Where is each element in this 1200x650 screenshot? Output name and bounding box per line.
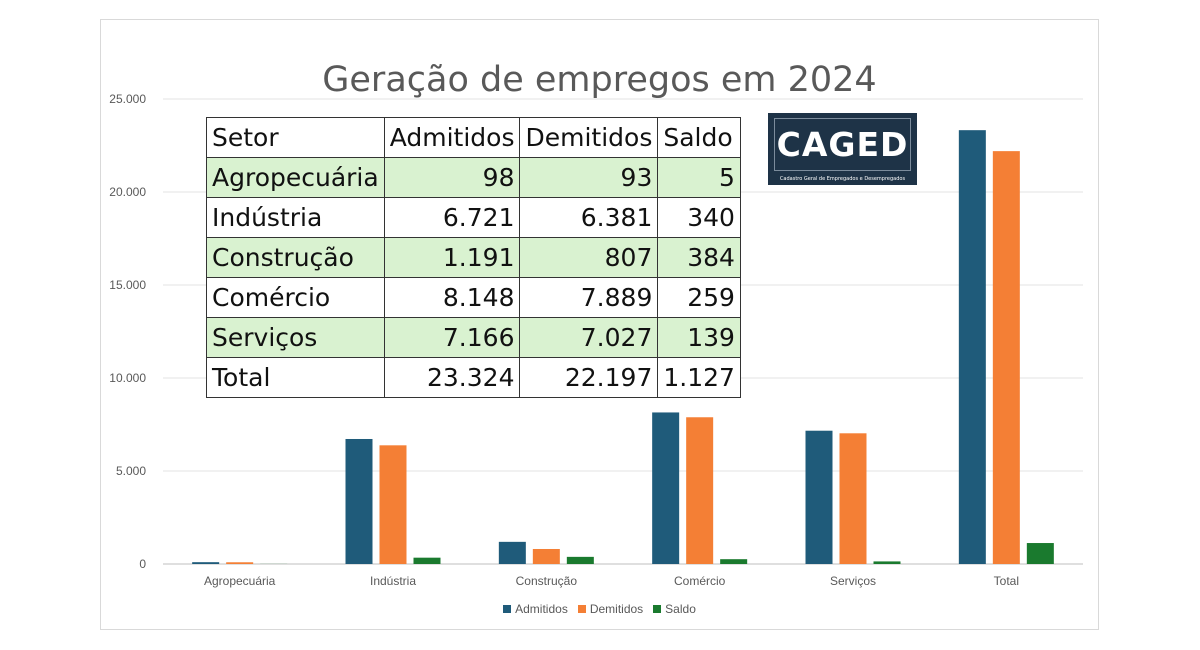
bar-saldo bbox=[566, 556, 594, 564]
bar-saldo bbox=[413, 557, 441, 564]
table-cell-setor: Total bbox=[206, 357, 385, 398]
legend-item: Saldo bbox=[653, 602, 696, 616]
table-cell-value: 5 bbox=[657, 157, 741, 198]
table-cell-setor: Construção bbox=[206, 237, 385, 278]
caged-logo-border bbox=[774, 118, 911, 171]
bar-demitidos bbox=[992, 151, 1020, 564]
bar-admitidos bbox=[498, 541, 526, 564]
legend-item: Demitidos bbox=[577, 602, 644, 616]
table-cell-value: 23.324 bbox=[383, 357, 521, 398]
table-cell-value: 807 bbox=[519, 237, 659, 278]
table-header-row: Setor Admitidos Demitidos Saldo bbox=[206, 117, 741, 158]
table-cell-value: 22.197 bbox=[519, 357, 659, 398]
table-cell-value: 340 bbox=[657, 197, 741, 238]
bar-admitidos bbox=[345, 438, 373, 564]
x-tick-label: Comércio bbox=[674, 574, 726, 588]
caged-logo-word: CAGED bbox=[776, 125, 909, 164]
table-cell-setor: Comércio bbox=[206, 277, 385, 318]
chart-legend: Admitidos Demitidos Saldo bbox=[100, 602, 1099, 616]
bar-saldo bbox=[873, 561, 901, 564]
table-cell-setor: Indústria bbox=[206, 197, 385, 238]
bar-admitidos bbox=[958, 130, 986, 565]
table-header-setor: Setor bbox=[206, 117, 385, 158]
bar-saldo bbox=[1026, 543, 1054, 564]
bar-demitidos bbox=[839, 433, 867, 564]
table-row: Serviços 7.166 7.027 139 bbox=[206, 317, 741, 358]
bar-saldo bbox=[720, 559, 748, 564]
table-header-demitidos: Demitidos bbox=[519, 117, 659, 158]
table-row: Construção 1.191 807 384 bbox=[206, 237, 741, 278]
table-cell-setor: Serviços bbox=[206, 317, 385, 358]
table-row: Agropecuária 98 93 5 bbox=[206, 157, 741, 198]
legend-label: Demitidos bbox=[589, 602, 644, 616]
table-cell-value: 7.889 bbox=[519, 277, 659, 318]
data-table: Setor Admitidos Demitidos Saldo Agropecu… bbox=[206, 117, 741, 398]
table-cell-value: 1.127 bbox=[657, 357, 741, 398]
legend-swatch bbox=[503, 605, 512, 613]
bar-demitidos bbox=[686, 417, 714, 564]
caged-logo: CAGED Cadastro Geral de Empregados e Des… bbox=[768, 113, 917, 185]
y-tick-label: 15.000 bbox=[109, 278, 146, 292]
x-tick-label: Agropecuária bbox=[204, 574, 276, 588]
y-tick-label: 0 bbox=[139, 557, 146, 571]
x-tick-label: Serviços bbox=[830, 574, 876, 588]
bar-admitidos bbox=[192, 562, 220, 564]
legend-swatch bbox=[653, 605, 662, 613]
table-cell-value: 1.191 bbox=[383, 237, 521, 278]
chart-title: Geração de empregos em 2024 bbox=[322, 60, 877, 100]
table-cell-value: 6.381 bbox=[519, 197, 659, 238]
y-tick-label: 10.000 bbox=[109, 371, 146, 385]
table-cell-value: 93 bbox=[519, 157, 659, 198]
bar-demitidos bbox=[532, 548, 560, 564]
bar-demitidos bbox=[226, 562, 254, 564]
table-cell-value: 8.148 bbox=[383, 277, 521, 318]
table-cell-value: 384 bbox=[657, 237, 741, 278]
table-cell-value: 7.166 bbox=[383, 317, 521, 358]
bar-demitidos bbox=[379, 445, 407, 564]
table-cell-setor: Agropecuária bbox=[206, 157, 385, 198]
caged-logo-subtitle: Cadastro Geral de Empregados e Desempreg… bbox=[779, 176, 906, 182]
table-row: Indústria 6.721 6.381 340 bbox=[206, 197, 741, 238]
x-tick-label: Construção bbox=[516, 574, 578, 588]
table-row: Comércio 8.148 7.889 259 bbox=[206, 277, 741, 318]
table-cell-value: 6.721 bbox=[383, 197, 521, 238]
bar-admitidos bbox=[652, 412, 680, 564]
legend-label: Admitidos bbox=[515, 602, 568, 616]
table-row: Total 23.324 22.197 1.127 bbox=[206, 357, 741, 398]
legend-item: Admitidos bbox=[503, 602, 568, 616]
x-tick-label: Total bbox=[994, 574, 1019, 588]
table-cell-value: 259 bbox=[657, 277, 741, 318]
table-cell-value: 7.027 bbox=[519, 317, 659, 358]
y-tick-label: 5.000 bbox=[116, 464, 146, 478]
bar-admitidos bbox=[805, 430, 833, 564]
table-cell-value: 139 bbox=[657, 317, 741, 358]
y-tick-label: 25.000 bbox=[109, 92, 146, 106]
table-header-saldo: Saldo bbox=[657, 117, 741, 158]
x-tick-label: Indústria bbox=[370, 574, 416, 588]
table-cell-value: 98 bbox=[383, 157, 521, 198]
y-tick-label: 20.000 bbox=[109, 185, 146, 199]
legend-label: Saldo bbox=[665, 602, 696, 616]
table-header-admitidos: Admitidos bbox=[383, 117, 521, 158]
legend-swatch bbox=[577, 605, 586, 613]
